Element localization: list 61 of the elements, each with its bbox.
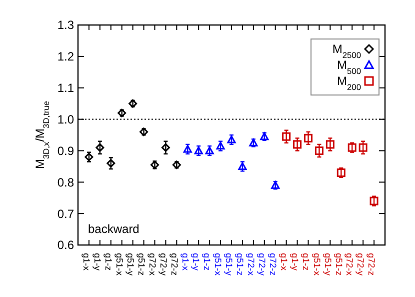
point bbox=[227, 135, 236, 144]
x-tick-label: g51-z bbox=[334, 253, 344, 276]
point bbox=[282, 132, 291, 141]
point bbox=[314, 146, 324, 155]
y-tick-label: 0.8 bbox=[57, 175, 74, 190]
x-tick-label: g72-z bbox=[169, 253, 180, 276]
point bbox=[106, 159, 116, 168]
point bbox=[205, 146, 214, 154]
point bbox=[326, 140, 334, 149]
point bbox=[336, 168, 346, 177]
x-tick-label: g1-x bbox=[278, 253, 289, 272]
x-tick-label: g1-z bbox=[104, 253, 114, 272]
point bbox=[161, 143, 170, 152]
point bbox=[172, 160, 181, 170]
x-tick-label: g72-x bbox=[246, 253, 256, 276]
x-tick-label: g72-z bbox=[268, 253, 278, 276]
x-tick-label: g72-x bbox=[147, 253, 158, 276]
x-tick-label: g51-y bbox=[125, 253, 136, 276]
y-tick-label: 1.0 bbox=[57, 112, 74, 126]
point bbox=[238, 162, 247, 170]
point bbox=[96, 143, 104, 152]
point bbox=[194, 146, 203, 154]
x-tick-label: g51-y bbox=[322, 253, 333, 276]
x-tick-label: g1-z bbox=[202, 253, 212, 272]
x-tick-label: g51-z bbox=[136, 253, 146, 276]
x-tick-label: g1-y bbox=[191, 253, 202, 272]
y-tick-label: 0.7 bbox=[57, 206, 74, 221]
point bbox=[293, 140, 302, 149]
point bbox=[183, 144, 192, 153]
y-tick-label: 1.3 bbox=[57, 18, 74, 32]
point bbox=[271, 181, 280, 189]
point bbox=[348, 143, 356, 152]
point bbox=[118, 108, 126, 118]
legend-label: M$_{500}$ bbox=[337, 58, 362, 76]
x-tick-label: g1-z bbox=[300, 253, 311, 272]
point bbox=[128, 99, 138, 108]
legend-label: M$_{2500}$ bbox=[332, 42, 362, 60]
point bbox=[140, 128, 148, 136]
x-tick-label: g51-z bbox=[235, 253, 246, 276]
y-tick-label: 1.1 bbox=[57, 81, 74, 96]
y-tick-label: 0.9 bbox=[57, 144, 74, 158]
y-tick-label: 0.6 bbox=[57, 238, 74, 252]
x-tick-label: g72-y bbox=[158, 253, 168, 276]
x-tick-label: g51-x bbox=[213, 253, 224, 276]
y-tick-label: 1.2 bbox=[57, 50, 74, 64]
x-tick-label: g72-y bbox=[257, 253, 268, 276]
annotation: backward bbox=[88, 222, 140, 236]
x-tick-label: g1-x bbox=[180, 253, 190, 272]
legend-label: M$_{200}$ bbox=[337, 74, 362, 92]
x-tick-label: g72-x bbox=[344, 253, 355, 276]
point bbox=[304, 134, 312, 142]
x-tick-label: g1-x bbox=[82, 253, 92, 272]
x-tick-label: g1-y bbox=[92, 253, 103, 272]
x-tick-label: g1-y bbox=[290, 253, 300, 272]
x-tick-label: g51-y bbox=[224, 253, 234, 276]
x-tick-label: g72-y bbox=[356, 253, 366, 276]
point bbox=[358, 143, 368, 152]
x-tick-label: g51-x bbox=[312, 253, 322, 276]
point bbox=[260, 132, 269, 140]
x-tick-label: g72-z bbox=[366, 253, 377, 276]
x-tick-label: g51-x bbox=[114, 253, 124, 276]
